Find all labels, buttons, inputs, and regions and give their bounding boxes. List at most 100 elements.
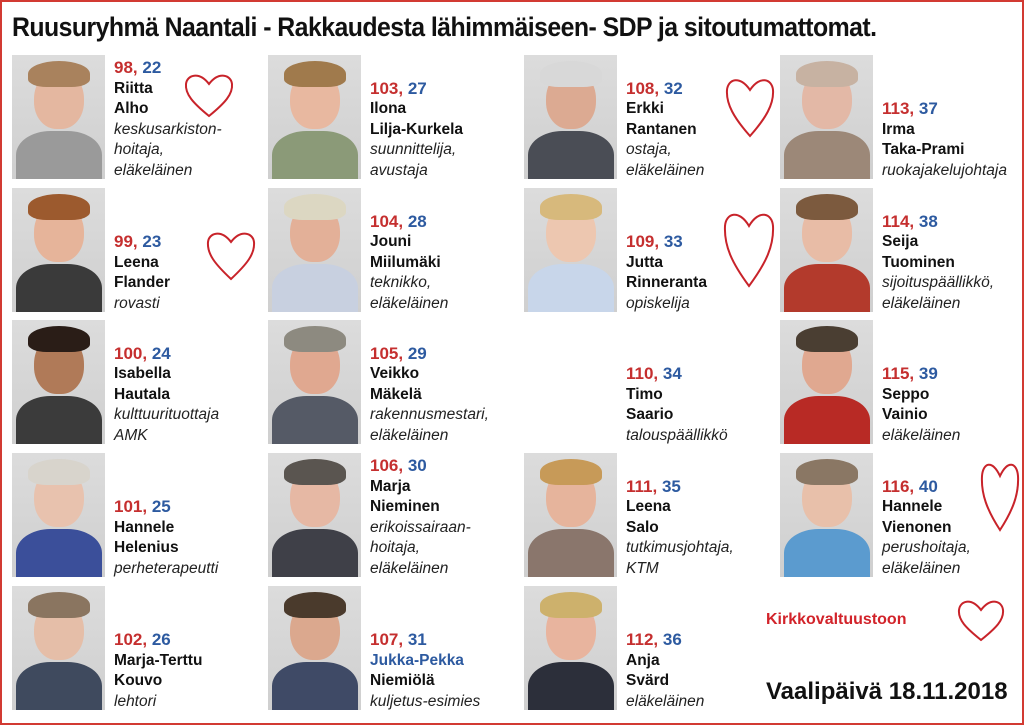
candidate-last-name: Kouvo [114,672,163,689]
candidate-occupation: talouspäällikkö [626,426,728,444]
candidate-card: 103, 27 Ilona Lilja-Kurkela suunnittelija, a… [268,55,523,181]
candidate-occupation: KTM [626,559,659,577]
candidate-last-name: Miilumäki [370,253,441,271]
candidate-photo [780,453,873,577]
candidate-info: 100, 24 Isabella Hautala kulttuurituottaja A… [114,344,219,447]
candidate-occupation: suunnittelija, [370,141,457,158]
candidate-info: 109, 33 Jutta Rinneranta opiskelija [626,232,707,314]
candidate-first-name: Marja [370,477,411,495]
candidate-photo [268,188,361,312]
candidate-last-name: Niemiölä [370,672,435,689]
candidate-card: 108, 32 Erkki Rantanen ostaja, eläkeläinen [524,55,779,181]
candidate-last-name: Helenius [114,539,179,556]
candidate-card: 112, 36 Anja Svärd eläkeläinen [524,586,779,712]
candidate-number: 114, 38 [882,211,938,231]
candidate-number: 112, 36 [626,630,682,649]
candidate-occupation: eläkeläinen [882,426,961,444]
heart-icon [725,79,775,138]
candidate-occupation: AMK [114,426,148,444]
candidate-last-name: Nieminen [370,498,440,515]
candidate-info: 105, 29 Veikko Mäkelä rakennusmestari, eläke… [370,344,489,447]
candidate-number: 109, 33 [626,232,683,251]
candidate-last-name: Saario [626,406,674,423]
candidate-occupation: ostaja, [626,141,672,158]
candidate-first-name: Jouni [370,233,412,250]
candidate-card: 101, 25 Hannele Helenius perheterapeutti [12,453,267,579]
candidate-info: 102, 26 Marja-Terttu Kouvo lehtori [114,630,202,712]
candidate-info: 112, 36 Anja Svärd eläkeläinen [626,630,704,712]
candidate-last-name: Vienonen [882,518,952,536]
candidate-occupation: eläkeläinen [370,426,449,444]
candidate-last-name: Vainio [882,406,928,423]
candidate-info: 113, 37 Irma Taka-Prami ruokajakelujohtaja [882,99,1007,181]
candidate-info: 103, 27 Ilona Lilja-Kurkela suunnittelija, a… [370,79,463,182]
candidate-photo [268,586,361,710]
candidate-photo [12,55,105,179]
candidate-info: 110, 34 Timo Saario talouspäällikkö [626,364,728,446]
candidate-card: 100, 24 Isabella Hautala kulttuurituottaja A… [12,320,267,446]
candidate-occupation: erikoissairaan- [370,518,471,536]
candidate-photo [268,453,361,577]
candidate-occupation: eläkeläinen [626,692,705,710]
candidate-card: 116, 40 Hannele Vienonen perushoitaja, eläke… [780,453,1024,579]
candidate-first-name: Timo [626,385,663,403]
candidate-last-name: Alho [114,100,149,117]
candidate-first-name: Erkki [626,100,664,117]
candidate-first-name: Leena [626,498,671,515]
candidate-card: 98, 22 Riitta Alho keskusarkiston-hoitaja, e… [12,55,267,181]
candidate-occupation: eläkeläinen [626,161,705,179]
candidate-number: 103, 27 [370,78,427,98]
candidate-first-name: Hannele [882,498,943,515]
candidate-info: 108, 32 Erkki Rantanen ostaja, eläkeläinen [626,79,704,182]
candidate-card: 99, 23 Leena Flander rovasti [12,188,267,314]
candidate-card: 109, 33 Jutta Rinneranta opiskelija [524,188,779,314]
candidate-card: 106, 30 Marja Nieminen erikoissairaan-hoita… [268,453,523,579]
candidate-last-name: Tuominen [882,253,955,271]
candidate-last-name: Hautala [114,385,170,403]
candidate-occupation: hoitaja, [370,539,420,556]
candidate-occupation: kuljetus-esimies [370,692,481,710]
candidate-first-name: Irma [882,120,915,138]
candidate-first-name: Hannele [114,518,175,536]
candidate-first-name: Anja [626,651,660,669]
candidate-number: 108, 32 [626,78,683,98]
candidate-card: 111, 35 Leena Salo tutkimusjohtaja, KTM [524,453,779,579]
candidate-first-name: Seija [882,233,919,250]
candidate-first-name: Jukka-Pekka [370,651,464,669]
candidate-occupation: eläkeläinen [370,559,449,577]
candidate-info: 114, 38 Seija Tuominen sijoituspäällikkö, el… [882,212,994,315]
candidate-info: 98, 22 Riitta Alho keskusarkiston-hoitaja, e… [114,58,222,181]
candidate-occupation: rovasti [114,294,160,312]
candidate-photo [780,55,873,179]
candidate-occupation: rakennusmestari, [370,406,489,423]
candidate-number: 101, 25 [114,497,171,516]
candidate-occupation: sijoituspäällikkö, [882,274,994,291]
candidate-card: 105, 29 Veikko Mäkelä rakennusmestari, eläke… [268,320,523,446]
candidate-last-name: Rinneranta [626,274,707,291]
heart-icon [980,463,1020,532]
candidate-info: 115, 39 Seppo Vainio eläkeläinen [882,364,960,446]
candidate-last-name: Mäkelä [370,385,422,403]
church-council-label: Kirkkovaltuustoon [766,611,907,628]
candidate-occupation: lehtori [114,692,157,710]
candidate-first-name: Jutta [626,253,664,271]
candidate-photo [12,188,105,312]
candidate-photo [524,55,617,179]
candidate-last-name: Flander [114,274,170,291]
candidate-number: 104, 28 [370,211,427,231]
candidate-last-name: Lilja-Kurkela [370,120,464,138]
candidate-occupation: eläkeläinen [114,161,193,179]
candidate-info: 104, 28 Jouni Miilumäki teknikko, eläkeläine… [370,212,448,315]
candidate-occupation: eläkeläinen [370,294,449,312]
candidate-card: 104, 28 Jouni Miilumäki teknikko, eläkeläine… [268,188,523,314]
candidate-last-name: Taka-Prami [882,141,965,158]
candidate-first-name: Seppo [882,385,930,403]
candidate-last-name: Salo [626,518,659,536]
candidate-photo [524,188,617,312]
candidate-first-name: Marja-Terttu [114,651,203,669]
candidate-occupation: teknikko, [370,274,432,291]
candidate-number: 106, 30 [370,456,427,475]
candidate-photo [12,320,105,444]
candidate-occupation: kulttuurituottaja [114,406,220,423]
candidate-occupation: perheterapeutti [114,559,219,577]
